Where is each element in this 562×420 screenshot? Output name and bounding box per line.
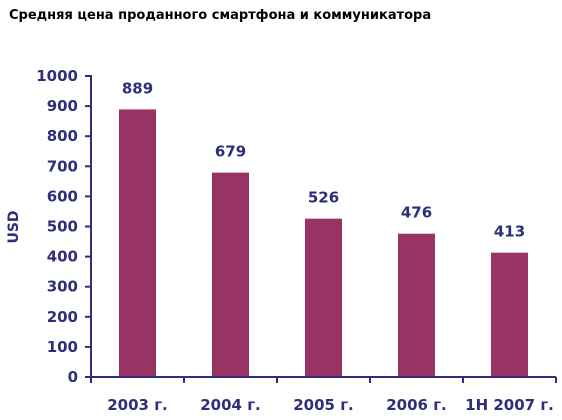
bar: [119, 109, 156, 377]
y-axis-label: USD: [6, 210, 22, 243]
y-tick-label: 400: [47, 248, 78, 266]
x-category-label: 2004 г.: [200, 396, 261, 414]
chart-title: Средняя цена проданного смартфона и комм…: [9, 8, 432, 23]
bar-value-label: 476: [401, 204, 432, 222]
x-category-label: 1Н 2007 г.: [465, 396, 554, 414]
y-tick-label: 800: [47, 127, 78, 145]
value-labels: 889 679 526 476 413: [122, 79, 525, 240]
bars: [119, 109, 528, 377]
bar: [398, 233, 435, 377]
bar: [212, 172, 249, 377]
x-category-label: 2005 г.: [293, 396, 354, 414]
y-tick-label: 100: [47, 338, 78, 356]
y-tick-label: 1000: [36, 67, 78, 85]
y-tick-label: 600: [47, 187, 78, 205]
bar: [305, 218, 342, 377]
bar: [491, 252, 528, 377]
bar-value-label: 889: [122, 79, 153, 97]
bar-value-label: 413: [494, 223, 525, 241]
y-tick-label: 500: [47, 218, 78, 236]
y-tick-label: 900: [47, 97, 78, 115]
bar-value-label: 679: [215, 143, 246, 161]
x-axis-categories: 2003 г. 2004 г. 2005 г. 2006 г. 1Н 2007 г.: [107, 396, 554, 414]
x-category-label: 2006 г.: [386, 396, 447, 414]
y-tick-label: 0: [68, 368, 78, 386]
x-category-label: 2003 г.: [107, 396, 168, 414]
y-axis-ticks: 0 100 200 300 400 500 600 700 800 900 1000: [36, 67, 91, 386]
y-tick-label: 300: [47, 278, 78, 296]
y-tick-label: 700: [47, 157, 78, 175]
bar-value-label: 526: [308, 189, 339, 207]
y-tick-label: 200: [47, 308, 78, 326]
axes: [85, 75, 557, 383]
